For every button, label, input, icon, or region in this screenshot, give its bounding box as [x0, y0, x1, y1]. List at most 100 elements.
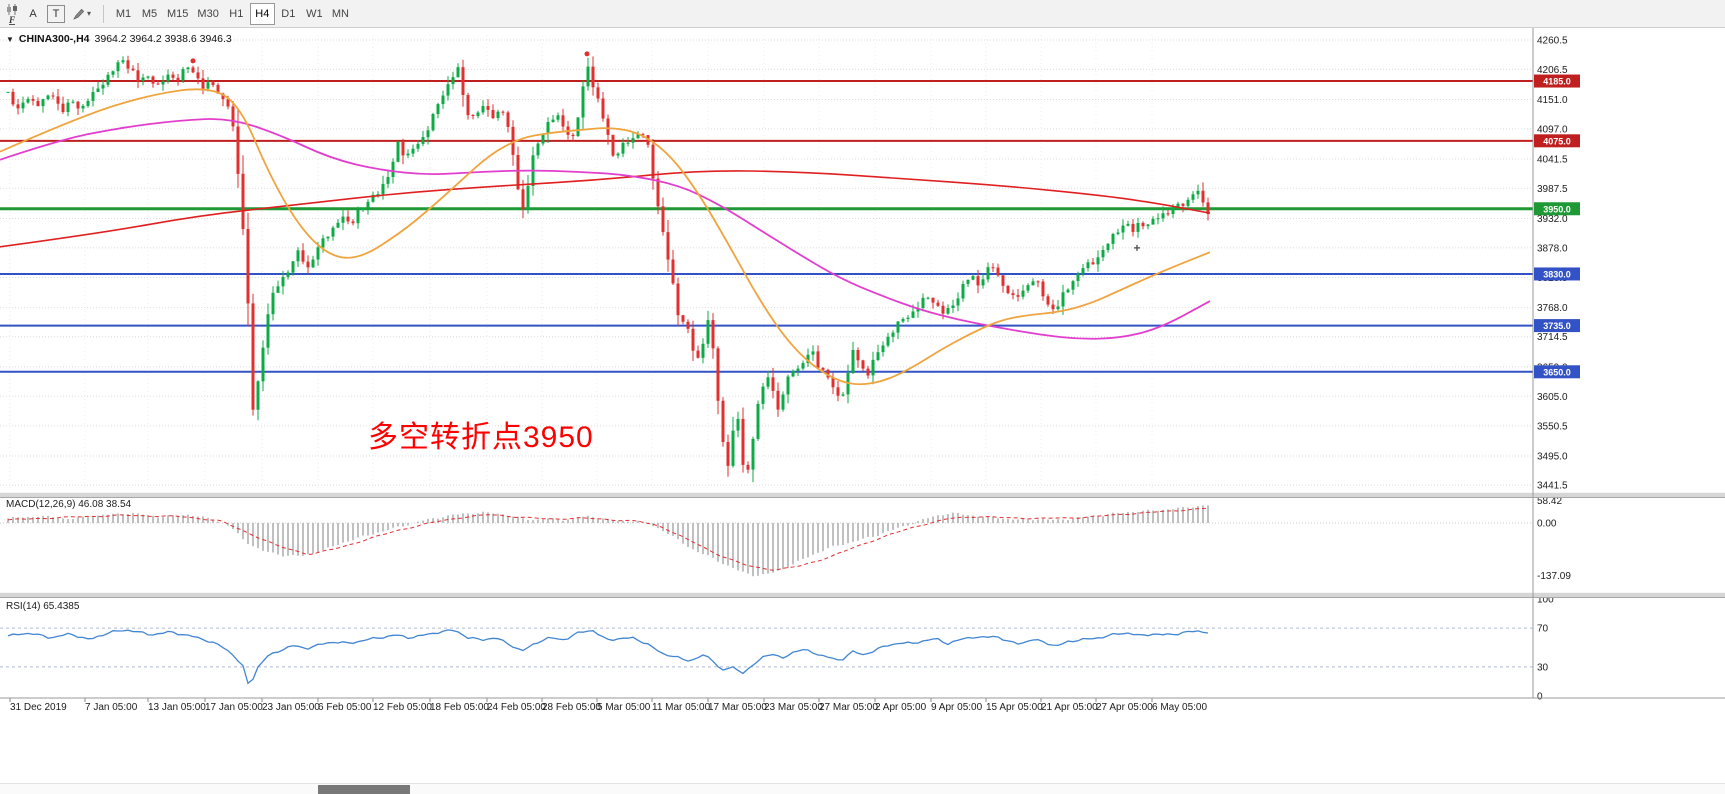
timeframe-m1-button[interactable]: M1 — [111, 3, 136, 25]
candle-body — [326, 236, 330, 239]
candle-body — [651, 144, 655, 179]
candle-body — [631, 138, 635, 143]
candle-body — [586, 66, 590, 87]
price-axis-label: 4206.5 — [1537, 65, 1568, 76]
candle-body — [896, 321, 900, 333]
candle-body — [216, 84, 220, 94]
candle-body — [396, 141, 400, 162]
candle-body — [701, 343, 705, 358]
candle-body — [891, 332, 895, 337]
signal-dot-marker — [584, 51, 590, 57]
timeframe-h4-button[interactable]: H4 — [249, 2, 275, 25]
candle-body — [321, 238, 325, 248]
horizontal-scrollbar[interactable] — [0, 783, 1725, 794]
candle-body — [526, 185, 530, 209]
candle-body — [81, 105, 85, 109]
candle-body — [976, 276, 980, 286]
candle-body — [776, 390, 780, 410]
candle-body — [436, 104, 440, 114]
candle-body — [1161, 213, 1165, 219]
candle-body — [246, 229, 250, 304]
price-axis-label: 3550.5 — [1537, 421, 1568, 432]
candle-body — [221, 93, 225, 100]
text-tool-button[interactable]: T — [47, 4, 65, 23]
candle-body — [541, 134, 545, 144]
candle-body — [351, 221, 355, 224]
candle-body — [241, 173, 245, 229]
candle-body — [281, 276, 285, 287]
candle-body — [226, 99, 230, 107]
timeframe-d1-button[interactable]: D1 — [276, 3, 301, 25]
candle-body — [231, 106, 235, 127]
candle-body — [141, 77, 145, 81]
timeframe-mn-button[interactable]: MN — [328, 3, 353, 25]
symbol-timeframe-label: CHINA300-,H4 — [18, 33, 90, 45]
candle-body — [311, 259, 315, 268]
candle-body — [1101, 250, 1105, 258]
signal-dot-marker — [190, 58, 196, 64]
candle-body — [836, 387, 840, 396]
candle-body — [466, 95, 470, 116]
candle-body — [21, 102, 25, 109]
candle-body — [756, 403, 760, 439]
main-chart-canvas[interactable]: 31 Dec 2019 7 Jan 05:00 13 Jan 05:00 17 Jan… — [0, 28, 1725, 794]
pane-splitter-rsi[interactable] — [0, 592, 1725, 598]
draw-tools-button[interactable]: ▾ — [68, 3, 96, 25]
pane-splitter-macd[interactable] — [0, 492, 1725, 498]
candle-body — [671, 259, 675, 284]
price-tag-text: 3650.0 — [1543, 367, 1571, 377]
candle-body — [386, 177, 390, 184]
candle-body — [556, 115, 560, 120]
candle-body — [416, 143, 420, 149]
candle-body — [926, 297, 930, 299]
price-axis-label: 3987.5 — [1537, 184, 1568, 195]
candle-body — [696, 350, 700, 358]
candle-body — [691, 328, 695, 351]
price-tag-bg — [1534, 365, 1580, 379]
candle-body — [1026, 285, 1030, 291]
candle-body — [206, 82, 210, 89]
price-tag-bg — [1534, 202, 1580, 216]
candle-body — [1056, 306, 1060, 310]
candle-body — [6, 91, 10, 93]
dropdown-caret-icon: ▾ — [87, 9, 92, 18]
toolbar-separator — [103, 4, 105, 23]
symbol-menu-caret-icon[interactable]: ▼ — [6, 34, 14, 44]
timeframe-m30-button[interactable]: M30 — [193, 3, 222, 25]
timeframe-w1-button[interactable]: W1 — [302, 3, 327, 25]
indicators-f-button[interactable]: F — [8, 15, 15, 25]
cursor-a-button[interactable]: A — [22, 3, 44, 25]
candle-body — [771, 377, 775, 391]
candle-body — [856, 350, 860, 361]
candle-body — [161, 81, 165, 85]
chart-annotation-text[interactable]: 多空转折点3950 — [368, 421, 594, 454]
chart-icon-button[interactable] — [4, 2, 20, 16]
candle-body — [536, 143, 540, 156]
candle-body — [1076, 273, 1080, 281]
candle-body — [336, 222, 340, 228]
price-tag-4185.0: 4185.0 — [1534, 74, 1580, 88]
candle-body — [411, 148, 415, 154]
time-axis-label: 24 Feb 05:00 — [487, 702, 546, 713]
ma-fast-orange — [0, 88, 1211, 386]
timeframe-m15-button[interactable]: M15 — [163, 3, 192, 25]
candle-body — [441, 95, 445, 105]
candle-body — [41, 99, 45, 107]
candle-body — [961, 284, 965, 299]
candle-body — [1021, 290, 1025, 297]
price-tag-text: 3735.0 — [1543, 321, 1571, 331]
time-axis-label: 27 Apr 05:00 — [1096, 702, 1153, 713]
candle-body — [1031, 281, 1035, 286]
candle-body — [666, 232, 670, 260]
candle-body — [881, 345, 885, 353]
candle-body — [86, 100, 90, 106]
candle-body — [346, 216, 350, 222]
timeframe-h1-button[interactable]: H1 — [224, 3, 249, 25]
timeframe-m5-button[interactable]: M5 — [137, 3, 162, 25]
candle-body — [876, 352, 880, 360]
candle-body — [196, 72, 200, 79]
candle-body — [871, 359, 875, 376]
price-axis-label: 3441.5 — [1537, 481, 1568, 492]
scrollbar-thumb[interactable] — [318, 785, 410, 794]
price-tag-text: 4185.0 — [1543, 77, 1571, 87]
